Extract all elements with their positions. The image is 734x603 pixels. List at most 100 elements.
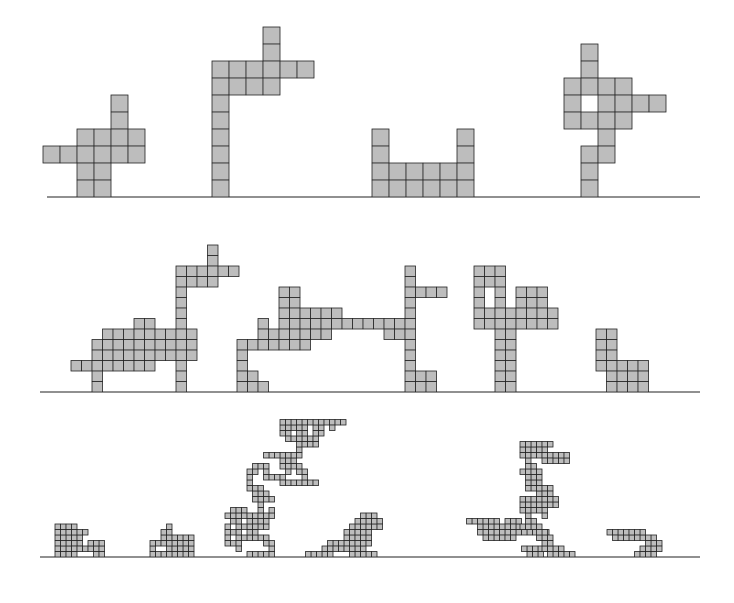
cell bbox=[296, 479, 303, 486]
cell bbox=[112, 328, 124, 340]
cell bbox=[525, 441, 532, 448]
cell bbox=[263, 518, 270, 525]
cell bbox=[289, 307, 301, 319]
cell bbox=[494, 339, 506, 351]
cell bbox=[563, 111, 582, 130]
cell bbox=[60, 551, 67, 558]
cell bbox=[614, 94, 633, 113]
cell bbox=[246, 512, 253, 519]
cell bbox=[160, 529, 167, 536]
cell bbox=[404, 286, 416, 298]
cell bbox=[373, 318, 385, 330]
cell bbox=[312, 419, 319, 426]
cell bbox=[327, 551, 334, 558]
cell bbox=[614, 111, 633, 130]
cell bbox=[371, 523, 378, 530]
cell bbox=[171, 534, 178, 541]
cell bbox=[246, 474, 253, 481]
cell bbox=[93, 162, 112, 181]
cell bbox=[505, 370, 517, 382]
cell bbox=[530, 501, 537, 508]
cell bbox=[612, 529, 619, 536]
cell bbox=[247, 339, 259, 351]
cell bbox=[606, 349, 618, 361]
cell bbox=[188, 545, 195, 552]
cell bbox=[171, 540, 178, 547]
cell bbox=[494, 370, 506, 382]
cell bbox=[133, 349, 145, 361]
cell bbox=[360, 534, 367, 541]
cell bbox=[494, 276, 506, 288]
cell bbox=[484, 276, 496, 288]
cell bbox=[558, 551, 565, 558]
cell bbox=[246, 479, 253, 486]
cell bbox=[54, 551, 61, 558]
cell bbox=[123, 328, 135, 340]
cell bbox=[279, 60, 298, 79]
cell bbox=[422, 162, 441, 181]
cell bbox=[530, 496, 537, 503]
cell bbox=[60, 529, 67, 536]
cell bbox=[425, 370, 437, 382]
cell bbox=[519, 468, 526, 475]
cell bbox=[290, 457, 297, 464]
cell bbox=[637, 370, 649, 382]
cell bbox=[365, 512, 372, 519]
cell bbox=[123, 360, 135, 372]
cell bbox=[175, 318, 187, 330]
cell bbox=[505, 381, 517, 393]
cell bbox=[257, 518, 264, 525]
cell bbox=[494, 328, 506, 340]
cell bbox=[519, 446, 526, 453]
cell bbox=[327, 545, 334, 552]
cell bbox=[235, 529, 242, 536]
cell bbox=[525, 512, 532, 519]
cell bbox=[536, 297, 548, 309]
cell bbox=[532, 551, 539, 558]
cell bbox=[494, 286, 506, 298]
cell bbox=[307, 419, 314, 426]
cell bbox=[371, 551, 378, 558]
cell bbox=[394, 328, 406, 340]
cell bbox=[510, 523, 517, 530]
cell bbox=[541, 485, 548, 492]
cell bbox=[175, 297, 187, 309]
cell bbox=[110, 128, 129, 147]
cell bbox=[182, 540, 189, 547]
cell bbox=[415, 370, 427, 382]
cell bbox=[493, 534, 500, 541]
cell bbox=[473, 318, 485, 330]
cell bbox=[262, 77, 281, 96]
cell bbox=[349, 540, 356, 547]
cell bbox=[515, 318, 527, 330]
cell bbox=[236, 370, 248, 382]
cell bbox=[552, 545, 559, 552]
cell bbox=[257, 551, 264, 558]
cell bbox=[307, 479, 314, 486]
cell bbox=[211, 162, 230, 181]
cell bbox=[343, 540, 350, 547]
cell bbox=[257, 463, 264, 470]
cell bbox=[383, 328, 395, 340]
cell bbox=[224, 534, 231, 541]
cell bbox=[525, 501, 532, 508]
cell bbox=[536, 534, 543, 541]
cell bbox=[279, 419, 286, 426]
cell bbox=[290, 424, 297, 431]
cell bbox=[354, 534, 361, 541]
cell bbox=[186, 339, 198, 351]
cell bbox=[365, 534, 372, 541]
cell bbox=[252, 490, 259, 497]
cell bbox=[388, 179, 407, 198]
cell bbox=[536, 452, 543, 459]
cell bbox=[365, 518, 372, 525]
cell bbox=[530, 523, 537, 530]
cell bbox=[505, 349, 517, 361]
cell bbox=[360, 540, 367, 547]
cell bbox=[482, 518, 489, 525]
cell bbox=[536, 490, 543, 497]
cell bbox=[263, 523, 270, 530]
cell bbox=[312, 424, 319, 431]
cell bbox=[552, 452, 559, 459]
cell bbox=[182, 545, 189, 552]
